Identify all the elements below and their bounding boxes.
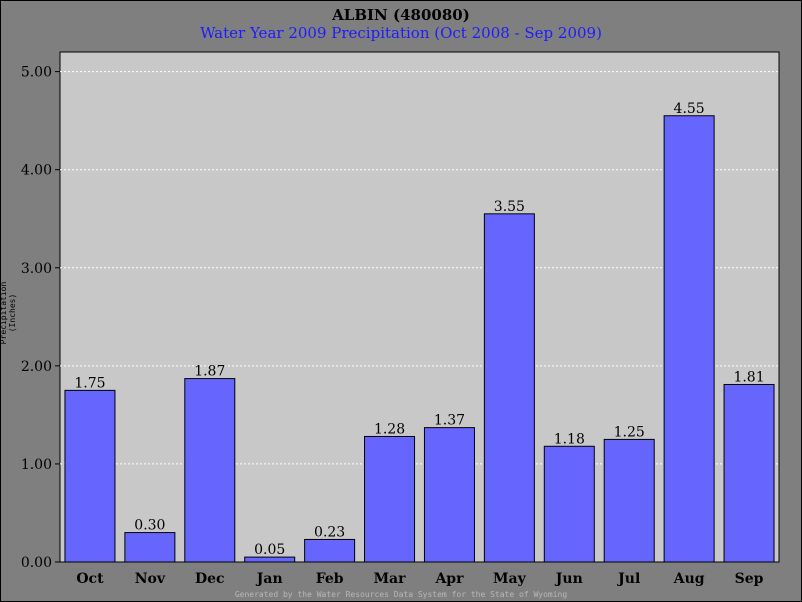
bar: [723, 383, 775, 563]
y-tick-label: 5.00: [21, 65, 52, 81]
value-labels: 1.75 0.30 1.87 0.05 0.23 1.28 1.37 3.55 1.18 1.25…: [74, 101, 764, 558]
x-category-label: Feb: [316, 571, 344, 587]
bar-value-label: 1.18: [554, 431, 585, 447]
bar-value-label: 0.30: [134, 518, 165, 534]
chart-title: ALBIN (480080): [332, 6, 470, 24]
bar: [124, 532, 176, 563]
bar-value-label: 1.28: [374, 421, 405, 437]
x-category-label: Jun: [554, 571, 583, 587]
chart-footer: Generated by the Water Resources Data Sy…: [234, 590, 568, 599]
x-category-label: Dec: [195, 571, 225, 587]
bar: [483, 213, 535, 563]
y-tick-label: 0.00: [21, 555, 52, 571]
y-tick-label: 2.00: [21, 359, 52, 375]
bars: [64, 115, 775, 563]
x-category-label: Jan: [255, 571, 283, 587]
bar-value-label: 1.37: [434, 413, 465, 429]
x-category-label: Aug: [673, 571, 705, 587]
bar-value-label: 3.55: [494, 199, 525, 215]
bar: [364, 435, 416, 563]
x-category-label: Oct: [76, 571, 104, 587]
bar-value-label: 1.81: [733, 369, 764, 385]
x-category-label: Jul: [616, 571, 640, 587]
gridlines: [55, 71, 779, 563]
bar-value-label: 1.87: [194, 364, 225, 380]
y-tick-label: 3.00: [21, 261, 52, 277]
bar: [663, 115, 715, 563]
chart-subtitle: Water Year 2009 Precipitation (Oct 2008 …: [200, 24, 602, 42]
y-tick-label: 4.00: [21, 163, 52, 179]
x-category-label: Nov: [135, 571, 166, 587]
y-tick-labels: 0.00 1.00 2.00 3.00 4.00 5.00: [21, 65, 52, 571]
bar: [304, 538, 356, 563]
bar: [64, 389, 116, 563]
x-category-label: Mar: [374, 571, 407, 587]
x-category-label: May: [493, 571, 527, 587]
bar: [603, 438, 655, 563]
bar: [543, 445, 595, 563]
x-category-label: Apr: [434, 571, 464, 587]
bar-value-label: 0.23: [314, 524, 345, 540]
bar-value-label: 1.25: [614, 424, 645, 440]
bar-value-label: 0.05: [254, 542, 285, 558]
x-category-labels: Oct Nov Dec Jan Feb Mar Apr May Jun Jul Aug Sep: [76, 571, 763, 587]
bar: [244, 556, 296, 563]
bar: [184, 378, 236, 563]
bar-value-label: 4.55: [674, 101, 705, 117]
bar: [423, 427, 475, 563]
plot-area: [59, 51, 780, 563]
x-category-label: Sep: [735, 571, 764, 587]
y-tick-label: 1.00: [21, 457, 52, 473]
bar-value-label: 1.75: [74, 375, 105, 391]
